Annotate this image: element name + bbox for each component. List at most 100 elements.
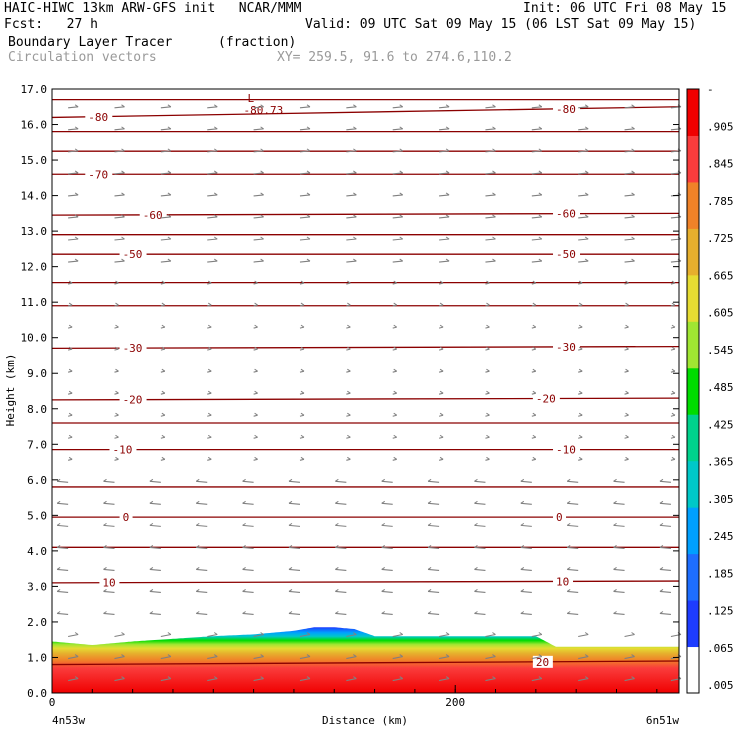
wind-vector bbox=[160, 106, 171, 109]
wind-vector bbox=[485, 216, 496, 219]
wind-vector bbox=[335, 590, 347, 593]
wind-vector bbox=[57, 568, 69, 571]
wind-vector bbox=[68, 655, 79, 660]
wind-vector-head bbox=[578, 434, 583, 438]
wind-vector-head bbox=[427, 589, 432, 592]
wind-vector-head bbox=[56, 522, 61, 526]
wind-vector bbox=[474, 612, 486, 616]
wind-vector bbox=[299, 172, 311, 175]
wind-vector-head bbox=[492, 632, 496, 635]
wind-vector-head bbox=[288, 544, 293, 548]
wind-vector bbox=[103, 612, 115, 616]
wind-vector bbox=[520, 524, 532, 527]
wind-vector-head bbox=[566, 500, 571, 504]
wind-vector-head bbox=[56, 500, 61, 504]
wind-vector-head bbox=[260, 676, 264, 679]
wind-vector bbox=[520, 612, 532, 616]
wind-vector bbox=[438, 370, 444, 373]
wind-vector bbox=[253, 655, 264, 660]
wind-vector-head bbox=[671, 324, 676, 328]
wind-vector-head bbox=[445, 632, 450, 635]
color-scale-label: .185 bbox=[707, 567, 734, 580]
wind-vector-head bbox=[103, 567, 107, 570]
wind-vector-head bbox=[149, 478, 154, 482]
wind-vector-head bbox=[161, 412, 166, 416]
wind-vector-head bbox=[56, 544, 61, 548]
wind-vector-head bbox=[242, 522, 246, 526]
wind-vector-head bbox=[306, 148, 311, 152]
wind-vector-head bbox=[445, 170, 450, 174]
wind-vector-head bbox=[613, 611, 617, 614]
wind-vector-head bbox=[56, 567, 61, 570]
wind-vector bbox=[531, 326, 536, 329]
wind-vector-head bbox=[242, 544, 246, 548]
wind-vector bbox=[578, 172, 589, 175]
wind-vector bbox=[207, 348, 212, 351]
wind-vector bbox=[160, 216, 171, 219]
wind-vector-head bbox=[167, 632, 172, 635]
wind-vector-head bbox=[631, 258, 635, 262]
wind-vector bbox=[149, 502, 161, 505]
wind-vector-head bbox=[439, 346, 444, 350]
wind-vector bbox=[670, 392, 676, 395]
wind-vector bbox=[103, 524, 115, 527]
circulation-vectors bbox=[56, 104, 682, 682]
wind-vector-head bbox=[578, 412, 583, 416]
wind-vector-head bbox=[254, 302, 258, 306]
wind-vector bbox=[149, 568, 161, 571]
wind-vector bbox=[659, 568, 671, 571]
wind-vector bbox=[613, 546, 625, 549]
wind-vector bbox=[196, 612, 208, 616]
wind-vector bbox=[578, 304, 583, 307]
wind-vector bbox=[531, 458, 536, 461]
wind-vector bbox=[346, 106, 357, 109]
y-tick-label: 16.0 bbox=[21, 119, 48, 132]
y-tick-label: 17.0 bbox=[21, 83, 48, 96]
wind-vector-head bbox=[671, 346, 676, 350]
wind-vector bbox=[624, 436, 629, 439]
wind-vector bbox=[346, 458, 351, 461]
wind-vector bbox=[160, 370, 166, 373]
contour-label-bg bbox=[119, 248, 147, 261]
wind-vector-head bbox=[207, 390, 212, 394]
wind-vector bbox=[613, 480, 625, 483]
wind-vector bbox=[207, 633, 218, 638]
wind-vector-head bbox=[115, 456, 119, 460]
wind-vector bbox=[531, 633, 542, 638]
wind-vector bbox=[578, 458, 583, 461]
wind-vector bbox=[624, 106, 635, 109]
color-scale-label: .665 bbox=[707, 269, 734, 282]
wind-vector bbox=[438, 414, 444, 417]
wind-vector bbox=[624, 633, 635, 638]
wind-vector bbox=[207, 128, 218, 131]
wind-vector bbox=[253, 414, 258, 417]
color-scale-label: .725 bbox=[707, 232, 734, 245]
wind-vector bbox=[659, 546, 671, 549]
wind-vector bbox=[114, 150, 125, 153]
wind-vector bbox=[288, 524, 301, 527]
wind-vector-head bbox=[74, 148, 79, 152]
wind-vector-head bbox=[161, 368, 166, 372]
wind-vector-head bbox=[486, 324, 490, 328]
wind-vector bbox=[207, 150, 218, 153]
contour-label-bg bbox=[553, 443, 581, 456]
wind-vector bbox=[531, 414, 536, 417]
wind-vector bbox=[57, 590, 69, 593]
wind-vector-head bbox=[671, 368, 676, 372]
wind-vector bbox=[253, 128, 264, 131]
wind-vector-head bbox=[631, 170, 635, 174]
wind-vector-head bbox=[74, 170, 79, 174]
wind-vector bbox=[160, 150, 171, 153]
wind-vector-head bbox=[492, 258, 496, 262]
wind-vector-head bbox=[474, 611, 478, 614]
contour-label: -20 bbox=[536, 393, 556, 406]
wind-vector bbox=[346, 655, 357, 660]
wind-vector bbox=[114, 172, 125, 175]
wind-vector bbox=[346, 128, 357, 131]
wind-vector bbox=[68, 150, 79, 153]
wind-vector bbox=[242, 502, 254, 505]
wind-vector bbox=[207, 370, 212, 373]
wind-vector-head bbox=[584, 214, 589, 218]
color-scale-swatch bbox=[687, 507, 699, 555]
wind-vector-head bbox=[260, 632, 264, 635]
